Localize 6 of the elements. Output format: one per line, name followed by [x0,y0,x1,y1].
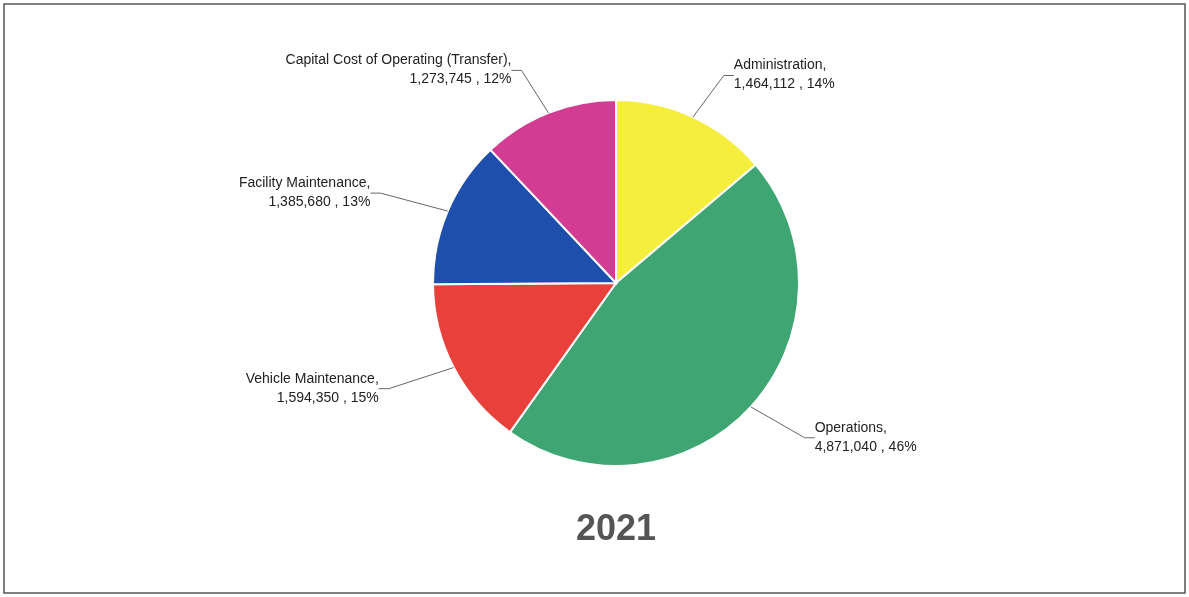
slice-label: Capital Cost of Operating (Transfer), 1,273,745 , 12% [285,51,512,87]
slice-label: Operations, 4,871,040 , 46% [814,418,917,454]
slice-label: Vehicle Maintenance, 1,594,350 , 15% [245,369,379,405]
text: 2021 [575,507,657,548]
slice-label: Administration, 1,464,112 , 14% [733,56,835,92]
slice-label: Facility Maintenance, 1,385,680 , 13% [238,174,371,210]
